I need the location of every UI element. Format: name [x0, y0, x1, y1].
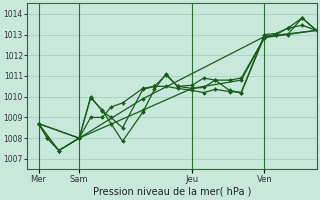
X-axis label: Pression niveau de la mer( hPa ): Pression niveau de la mer( hPa ) [92, 187, 251, 197]
